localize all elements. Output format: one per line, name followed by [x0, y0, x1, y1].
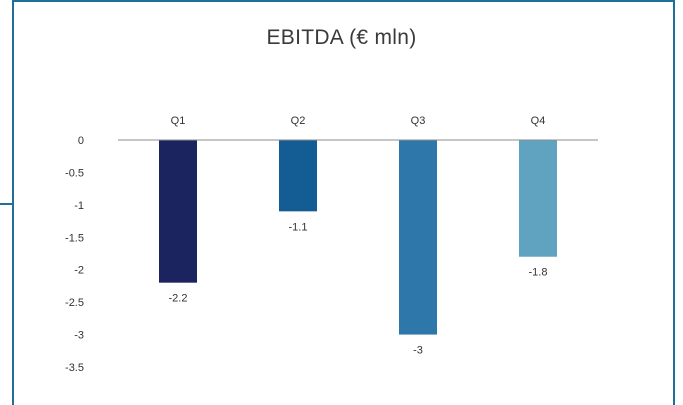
- y-tick-label: 0: [78, 135, 84, 147]
- category-label: Q1: [171, 115, 186, 127]
- category-label: Q2: [291, 115, 306, 127]
- chart-frame: [12, 0, 675, 405]
- category-label: Q3: [411, 115, 426, 127]
- y-tick-label: -2: [74, 265, 84, 277]
- y-tick-label: -1.5: [65, 232, 84, 244]
- data-label: -2.2: [169, 293, 188, 305]
- data-label: -1.8: [529, 267, 548, 279]
- y-tick-label: -0.5: [65, 167, 84, 179]
- bar: [279, 140, 317, 212]
- data-label: -1.1: [289, 221, 308, 233]
- frame-connector-line: [0, 203, 12, 205]
- bar: [399, 140, 437, 335]
- category-label: Q4: [531, 115, 546, 127]
- bar: [159, 140, 197, 283]
- bar: [519, 140, 557, 257]
- data-label: -3: [413, 345, 423, 357]
- y-tick-label: -3: [74, 330, 84, 342]
- chart-title: EBITDA (€ mln): [266, 26, 417, 49]
- y-tick-label: -2.5: [65, 297, 84, 309]
- y-tick-label: -1: [74, 200, 84, 212]
- y-tick-label: -3.5: [65, 362, 84, 374]
